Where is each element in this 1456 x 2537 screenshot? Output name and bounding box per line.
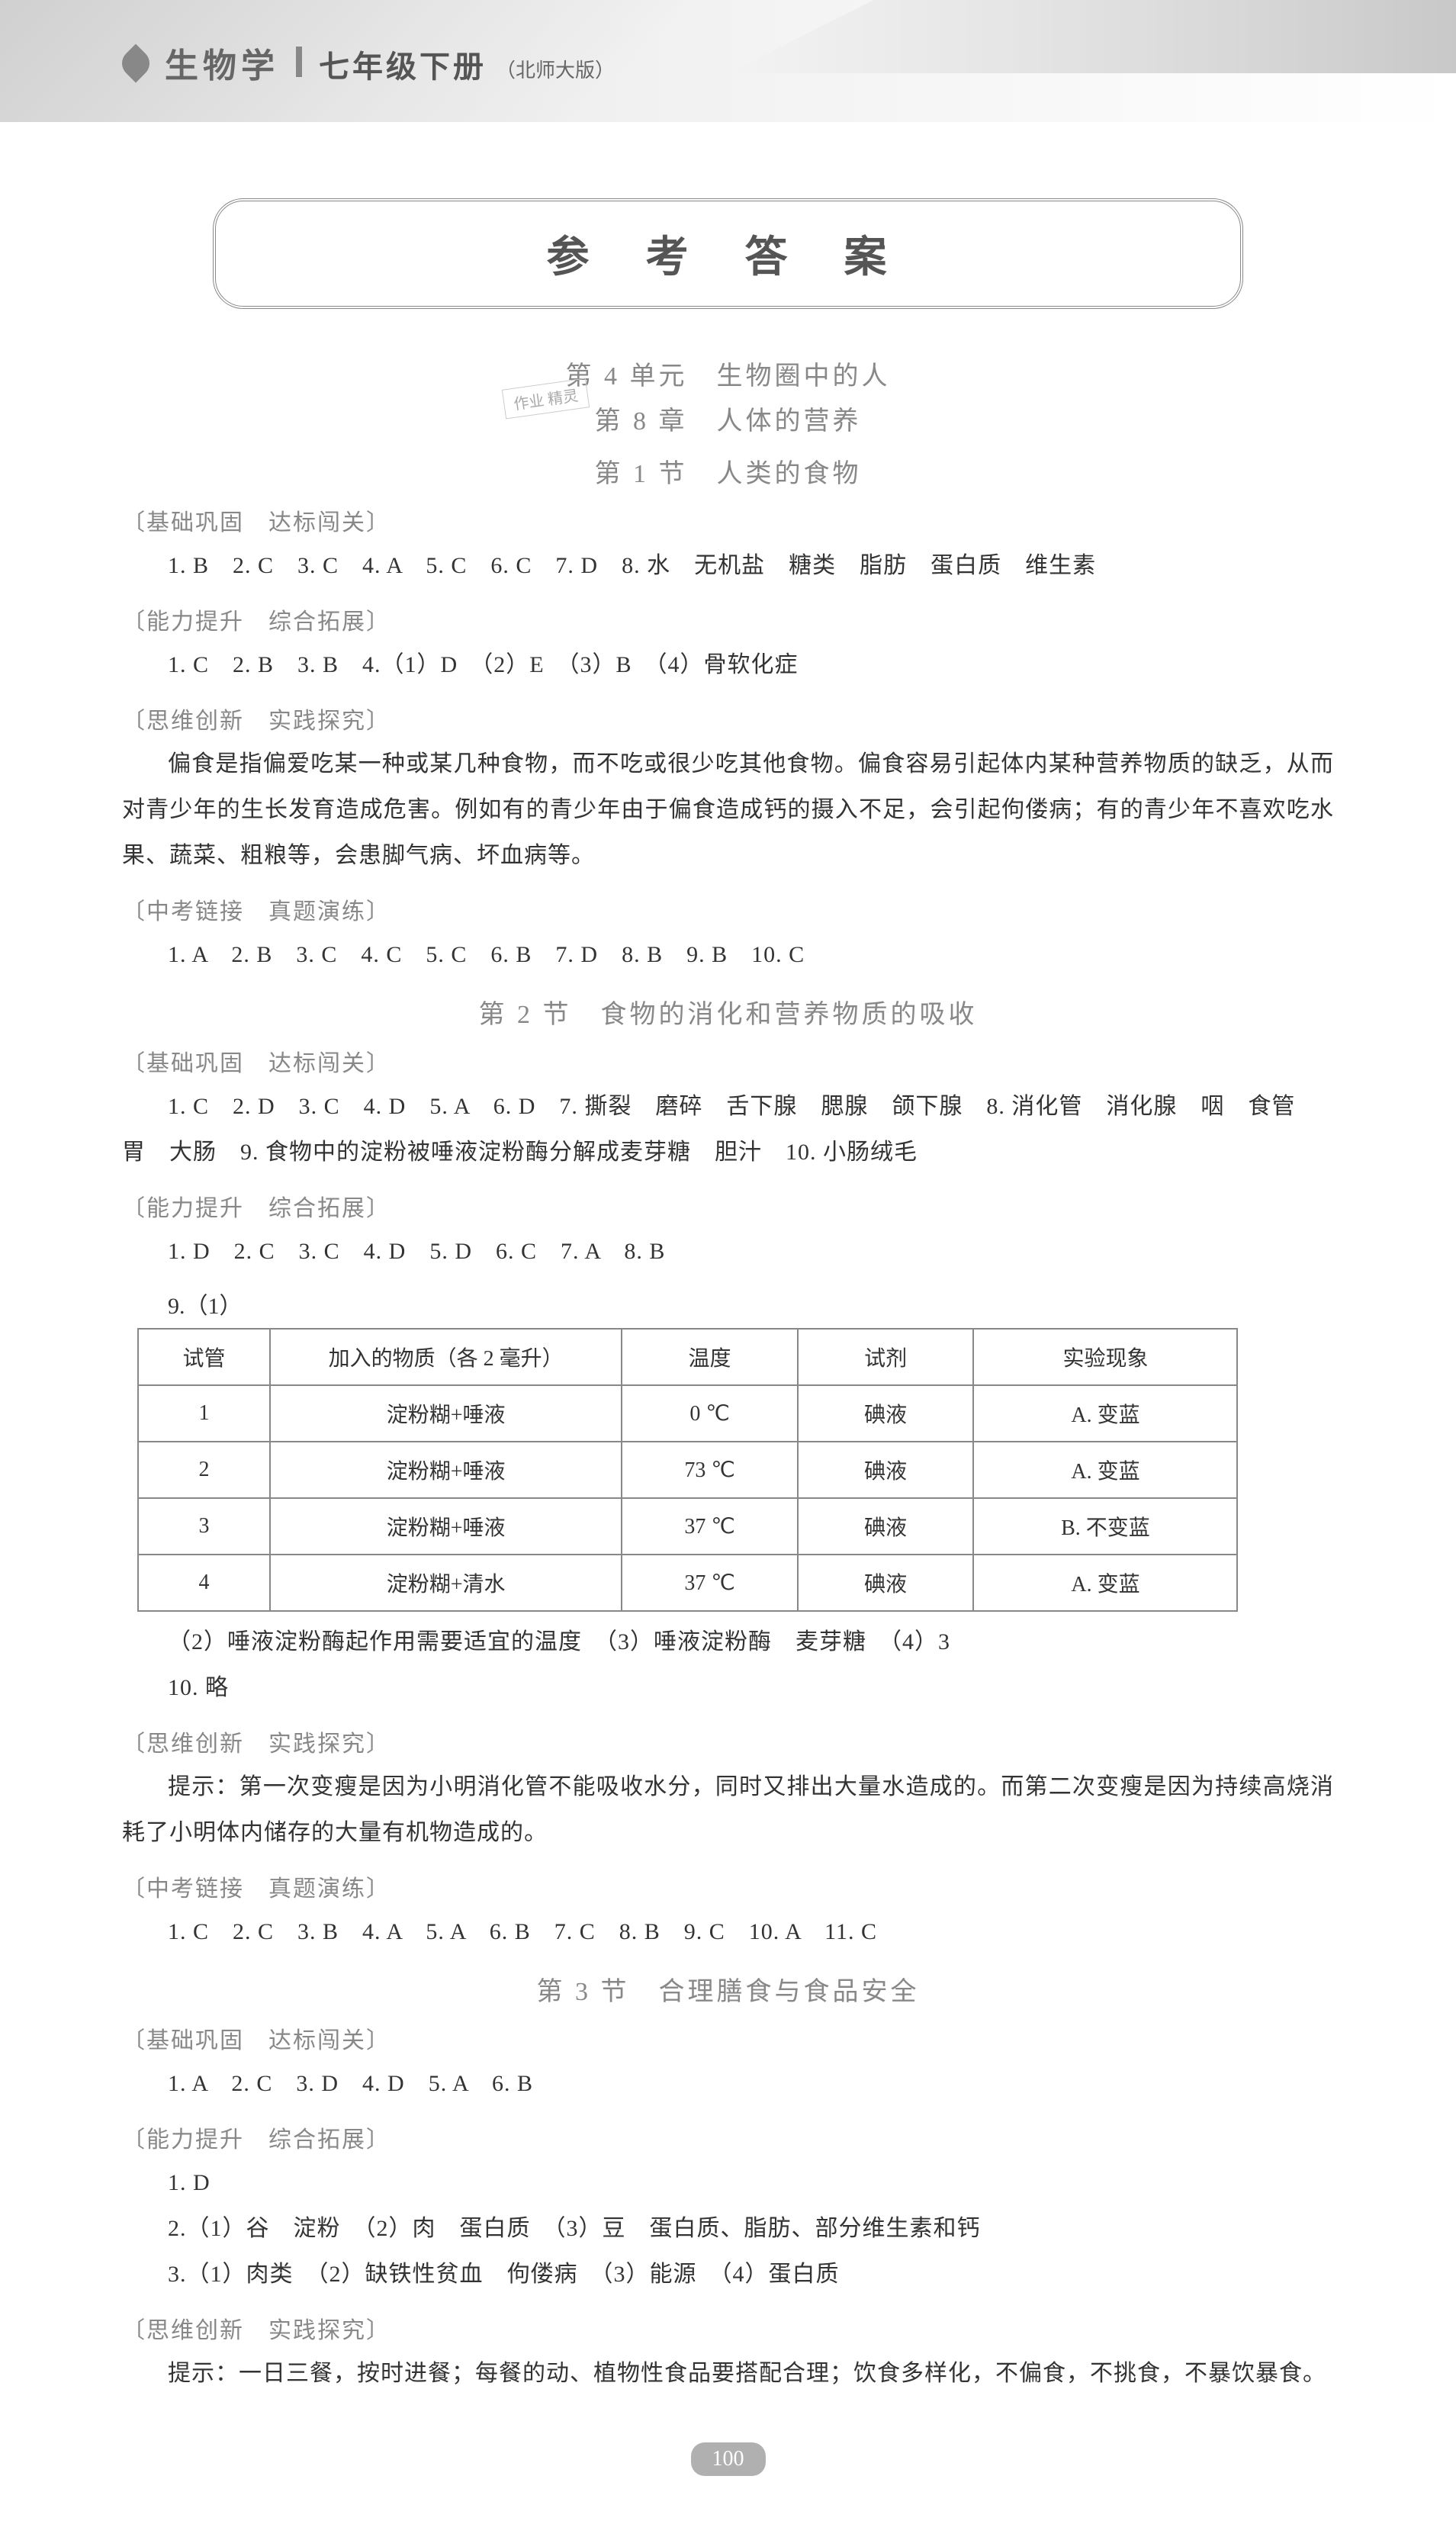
section-heading: 第 3 节 合理膳食与食品安全 (122, 1970, 1334, 2008)
main-title: 参 考 答 案 (216, 223, 1240, 285)
answer-line: 1. A 2. C 3. D 4. D 5. A 6. B (122, 2061, 1334, 2107)
experiment-table: 试管加入的物质（各 2 毫升）温度试剂实验现象1淀粉糊+唾液0 ℃碘液A. 变蓝… (137, 1328, 1238, 1612)
table-row: 3淀粉糊+唾液37 ℃碘液B. 不变蓝 (138, 1498, 1237, 1555)
table-cell: 碘液 (798, 1498, 974, 1555)
table-cell: B. 不变蓝 (973, 1498, 1237, 1555)
table-row: 2淀粉糊+唾液73 ℃碘液A. 变蓝 (138, 1442, 1237, 1498)
table-cell: 37 ℃ (622, 1498, 798, 1555)
table-header-cell: 温度 (622, 1329, 798, 1385)
table-header-cell: 试剂 (798, 1329, 974, 1385)
answer-line: 1. D 2. C 3. C 4. D 5. D 6. C 7. A 8. B (122, 1229, 1334, 1275)
answer-line: 1. D (122, 2160, 1334, 2206)
table-header-cell: 实验现象 (973, 1329, 1237, 1385)
paragraph-text: 提示：一日三餐，按时进餐；每餐的动、植物性食品要搭配合理；饮食多样化，不偏食，不… (122, 2351, 1334, 2397)
category-label: 〔思维创新 实践探究〕 (122, 1725, 1334, 1758)
table-cell: 0 ℃ (622, 1385, 798, 1442)
answer-line: 1. C 2. C 3. B 4. A 5. A 6. B 7. C 8. B … (122, 1909, 1334, 1955)
leaf-icon (117, 44, 156, 83)
section-heading: 第 2 节 食物的消化和营养物质的吸收 (122, 993, 1334, 1031)
answer-line: 3.（1）肉类 （2）缺铁性贫血 佝偻病 （3）能源 （4）蛋白质 (122, 2252, 1334, 2297)
section-heading: 第 1 节 人类的食物 (122, 452, 1334, 490)
table-header-cell: 试管 (138, 1329, 270, 1385)
table-cell: 碘液 (798, 1555, 974, 1611)
chapter-heading: 第 8 章 人体的营养 (122, 400, 1334, 437)
answer-line: （2）唾液淀粉酶起作用需要适宜的温度 （3）唾液淀粉酶 麦芽糖 （4）3 (122, 1619, 1334, 1665)
header-text: 生物学 七年级下册 （北师大版） (122, 38, 615, 87)
table-cell: 淀粉糊+唾液 (270, 1498, 622, 1555)
category-label: 〔能力提升 综合拓展〕 (122, 2121, 1334, 2154)
category-label: 〔能力提升 综合拓展〕 (122, 603, 1334, 636)
unit-heading: 第 4 单元 生物圈中的人 (122, 355, 1334, 392)
page-number-wrap: 100 (122, 2442, 1334, 2476)
table-cell: 碘液 (798, 1385, 974, 1442)
answer-line: 10. 略 (122, 1665, 1334, 1711)
paragraph-text: 提示：第一次变瘦是因为小明消化管不能吸收水分，同时又排出大量水造成的。而第二次变… (122, 1764, 1334, 1856)
category-label: 〔能力提升 综合拓展〕 (122, 1189, 1334, 1223)
subject-label: 生物学 (165, 38, 279, 87)
table-cell: A. 变蓝 (973, 1555, 1237, 1611)
table-cell: 2 (138, 1442, 270, 1498)
sections-container: 第 1 节 人类的食物〔基础巩固 达标闯关〕 1. B 2. C 3. C 4. … (122, 452, 1334, 2397)
table-row: 1淀粉糊+唾液0 ℃碘液A. 变蓝 (138, 1385, 1237, 1442)
table-cell: A. 变蓝 (973, 1385, 1237, 1442)
answer-line: 2.（1）谷 淀粉 （2）肉 蛋白质 （3）豆 蛋白质、脂肪、部分维生素和钙 (122, 2206, 1334, 2252)
experiment-table-wrap: 试管加入的物质（各 2 毫升）温度试剂实验现象1淀粉糊+唾液0 ℃碘液A. 变蓝… (137, 1328, 1334, 1612)
table-cell: 4 (138, 1555, 270, 1611)
title-box: 参 考 答 案 (213, 198, 1243, 309)
answer-line: 1. C 2. B 3. B 4.（1）D （2）E （3）B （4）骨软化症 (122, 642, 1334, 688)
table-cell: 淀粉糊+唾液 (270, 1442, 622, 1498)
category-label: 〔思维创新 实践探究〕 (122, 702, 1334, 735)
edition-label: （北师大版） (496, 55, 615, 83)
table-cell: A. 变蓝 (973, 1442, 1237, 1498)
table-header-cell: 加入的物质（各 2 毫升） (270, 1329, 622, 1385)
content-area: 参 考 答 案 第 4 单元 生物圈中的人 第 8 章 人体的营养 作业 精灵 … (0, 122, 1456, 2537)
table-cell: 碘液 (798, 1442, 974, 1498)
answer-line: 1. A 2. B 3. C 4. C 5. C 6. B 7. D 8. B … (122, 932, 1334, 978)
grade-label: 七年级下册 (319, 42, 487, 86)
answer-line: 1. B 2. C 3. C 4. A 5. C 6. C 7. D 8. 水 … (122, 543, 1334, 589)
page: 生物学 七年级下册 （北师大版） 参 考 答 案 第 4 单元 生物圈中的人 第… (0, 0, 1456, 2537)
paragraph-text: 偏食是指偏爱吃某一种或某几种食物，而不吃或很少吃其他食物。偏食容易引起体内某种营… (122, 741, 1334, 879)
category-label: 〔基础巩固 达标闯关〕 (122, 1044, 1334, 1078)
table-cell: 37 ℃ (622, 1555, 798, 1611)
page-number: 100 (691, 2442, 766, 2476)
table-cell: 3 (138, 1498, 270, 1555)
category-label: 〔基础巩固 达标闯关〕 (122, 503, 1334, 537)
table-cell: 1 (138, 1385, 270, 1442)
answer-line: 1. C 2. D 3. C 4. D 5. A 6. D 7. 撕裂 磨碎 舌… (122, 1084, 1334, 1175)
table-cell: 73 ℃ (622, 1442, 798, 1498)
category-label: 〔中考链接 真题演练〕 (122, 892, 1334, 926)
category-label: 〔思维创新 实践探究〕 (122, 2311, 1334, 2345)
header-band: 生物学 七年级下册 （北师大版） (0, 0, 1456, 122)
question-prefix: 9.（1） (122, 1287, 243, 1320)
table-cell: 淀粉糊+唾液 (270, 1385, 622, 1442)
category-label: 〔基础巩固 达标闯关〕 (122, 2021, 1334, 2055)
table-cell: 淀粉糊+清水 (270, 1555, 622, 1611)
table-row: 4淀粉糊+清水37 ℃碘液A. 变蓝 (138, 1555, 1237, 1611)
divider-bar-icon (296, 47, 302, 77)
category-label: 〔中考链接 真题演练〕 (122, 1870, 1334, 1903)
